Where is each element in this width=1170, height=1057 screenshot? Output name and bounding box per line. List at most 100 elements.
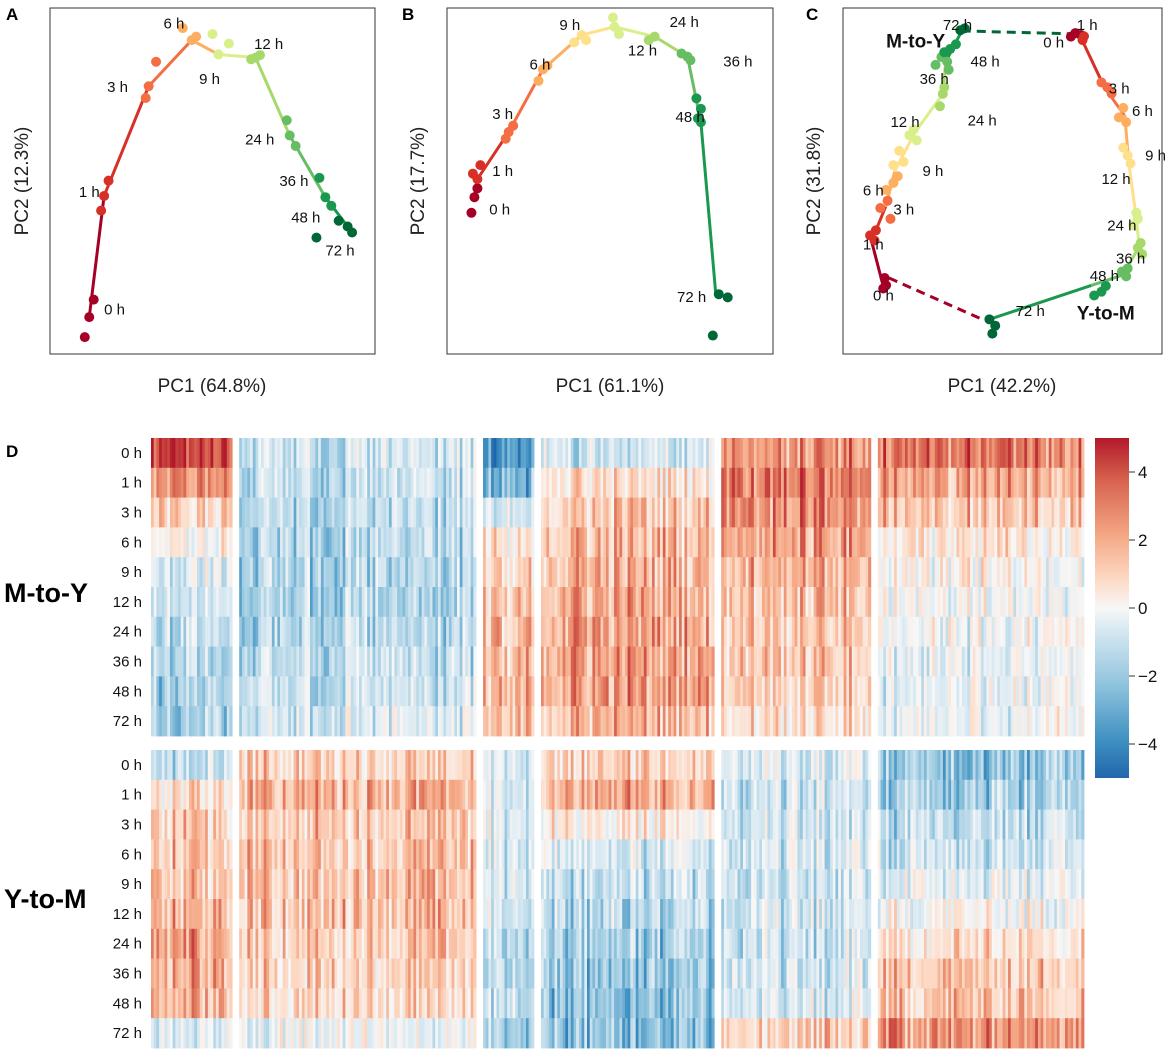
heatmap-cell [520,839,524,870]
heatmap-cell [418,557,423,588]
heatmap-cell [326,557,330,588]
heatmap-cell [654,616,658,647]
heatmap-cell [824,809,828,840]
heatmap-cell [309,438,314,469]
heatmap-cell [353,676,357,707]
heatmap-cell [172,988,176,1019]
heatmap-cell [723,750,728,781]
heatmap-cell [824,497,828,528]
heatmap-cell [339,809,344,840]
heatmap-cell [345,706,349,737]
heatmap-cell [859,616,864,647]
heatmap-cell [657,587,661,618]
heatmap-cell [224,869,228,900]
heatmap-cell [819,438,823,469]
heatmap-cell [600,676,604,707]
heatmap-cell [633,438,637,469]
heatmap-cell [483,988,487,1019]
heatmap-cell [156,497,160,528]
heatmap-cell [293,557,297,588]
heatmap-cell [280,676,284,707]
heatmap-cell [416,988,420,1019]
heatmap-cell [673,958,677,989]
heatmap-cell [391,467,395,498]
heatmap-cell [301,527,305,558]
heatmap-cell [451,497,455,528]
heatmap-cell [499,1018,503,1049]
heatmap-cell [151,557,155,588]
heatmap-cell [692,706,696,737]
panel-letter-b: B [402,5,414,24]
heatmap-cell [369,839,373,870]
heatmap-cell [459,497,463,528]
heatmap-cell [307,839,311,870]
heatmap-cell [597,438,601,469]
heatmap-cell [665,839,669,870]
heatmap-cell [576,676,580,707]
heatmap-cell [213,899,217,930]
heatmap-cell [239,869,243,900]
heatmap-cell [603,988,607,1019]
heatmap-cell [711,467,715,498]
heatmap-cell [554,839,558,870]
heatmap-cell [199,988,203,1019]
heatmap-cell [504,809,508,840]
heatmap-cell [221,779,225,810]
heatmap-cell [266,497,270,528]
heatmap-cell [692,839,696,870]
heatmap-cell [797,438,801,469]
heatmap-cell [266,869,270,900]
heatmap-cell [339,646,344,677]
heatmap-cell [250,928,254,959]
heatmap-cell [520,809,524,840]
heatmap-cell [633,587,637,618]
timepoint-label: 0 h [1043,34,1064,51]
sample-point [466,207,477,218]
heatmap-cell [689,438,693,469]
heatmap-cell [159,988,163,1019]
heatmap-cell [410,958,414,989]
heatmap-cell [515,869,519,900]
heatmap-cell [611,616,615,647]
heatmap-cell [559,779,564,810]
heatmap-cell [515,587,519,618]
heatmap-cell [437,646,442,677]
heatmap-cell [573,839,577,870]
heatmap-cell [651,750,656,781]
heatmap-cell [337,899,341,930]
heatmap-cell [635,676,639,707]
heatmap-cell [706,438,710,469]
heatmap-cell [657,706,661,737]
heatmap-cell [424,438,428,469]
heatmap-cell [528,557,532,588]
heatmap-cell [528,527,532,558]
heatmap-cell [523,839,527,870]
heatmap-cell [369,527,373,558]
heatmap-cell [410,928,414,959]
heatmap-cell [418,779,423,810]
heatmap-cell [326,899,330,930]
heatmap-cell [391,779,395,810]
heatmap-cell [334,958,338,989]
heatmap-cell [399,958,403,989]
heatmap-cell [797,779,801,810]
heatmap-cell [789,438,793,469]
heatmap-cell [199,497,203,528]
heatmap-cell [285,527,289,558]
heatmap-cell [358,869,363,900]
heatmap-cell [723,467,728,498]
heatmap-cell [350,438,354,469]
heatmap-cell [432,869,436,900]
heatmap-cell [229,928,233,959]
heatmap-cell [358,497,363,528]
heatmap-cell [329,587,333,618]
heatmap-cell [781,438,785,469]
heatmap-cell [356,928,360,959]
heatmap-cell [364,1018,368,1049]
heatmap-cell [337,779,341,810]
heatmap-cell [742,750,747,781]
timepoint-label: 72 h [943,17,972,34]
heatmap-cell [554,869,558,900]
heatmap-cell [421,1018,425,1049]
heatmap-cell [353,616,357,647]
